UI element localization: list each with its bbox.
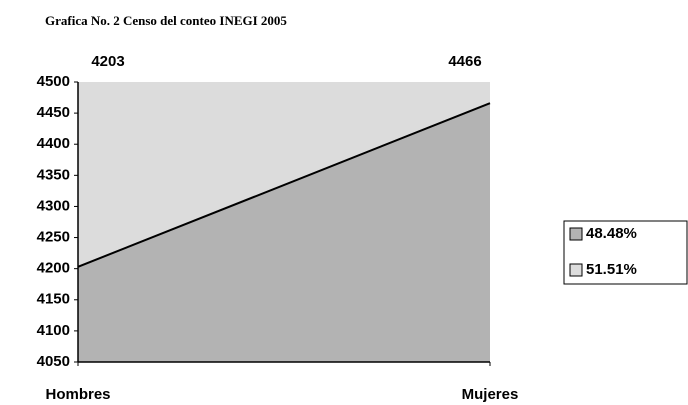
legend-swatch: [569, 227, 583, 241]
legend-box: [563, 220, 688, 285]
y-tick-label: 4450: [37, 104, 70, 121]
y-tick-label: 4500: [37, 73, 70, 90]
data-label: 4203: [91, 53, 124, 70]
legend-label: 48.48%: [586, 225, 637, 242]
legend-label: 51.51%: [586, 261, 637, 278]
y-tick-label: 4350: [37, 166, 70, 183]
x-tick-label: Mujeres: [462, 386, 519, 403]
y-tick-label: 4250: [37, 229, 70, 246]
legend-swatch: [569, 263, 583, 277]
y-tick-label: 4200: [37, 260, 70, 277]
y-tick-label: 4100: [37, 322, 70, 339]
y-tick-label: 4150: [37, 291, 70, 308]
y-tick-label: 4050: [37, 353, 70, 370]
line: [77, 102, 491, 268]
y-tick-label: 4300: [37, 197, 70, 214]
x-tick-label: Hombres: [45, 386, 110, 403]
chart-title: Grafica No. 2 Censo del conteo INEGI 200…: [45, 13, 287, 28]
y-tick-label: 4400: [37, 135, 70, 152]
area: [78, 103, 490, 363]
data-label: 4466: [448, 53, 481, 70]
